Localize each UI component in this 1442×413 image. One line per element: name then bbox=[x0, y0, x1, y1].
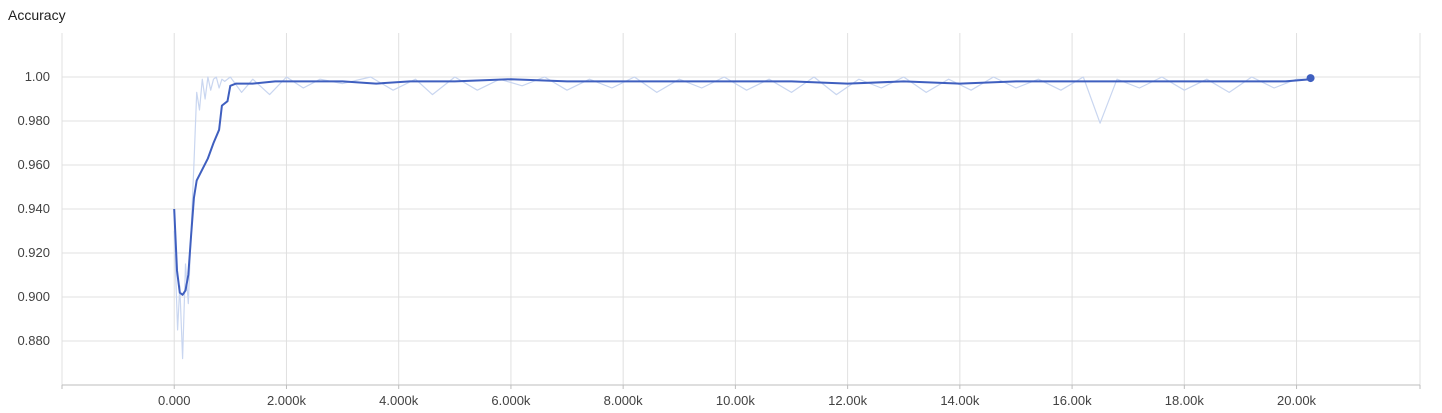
y-tick-label: 0.920 bbox=[17, 245, 50, 260]
x-tick-label: 12.00k bbox=[828, 393, 868, 408]
series-smoothed-line bbox=[173, 78, 1311, 296]
y-tick-label: 1.00 bbox=[25, 69, 50, 84]
chart-title: Accuracy bbox=[8, 7, 66, 23]
x-tick-label: 8.000k bbox=[604, 393, 644, 408]
x-tick-label: 10.00k bbox=[716, 393, 756, 408]
x-tick-label: 2.000k bbox=[267, 393, 307, 408]
y-tick-label: 0.960 bbox=[17, 157, 50, 172]
series-last-point-marker bbox=[1306, 74, 1315, 83]
x-tick-label: 4.000k bbox=[379, 393, 419, 408]
x-tick-label: 20.00k bbox=[1277, 393, 1317, 408]
y-tick-label: 0.980 bbox=[17, 113, 50, 128]
y-tick-label: 0.940 bbox=[17, 201, 50, 216]
x-tick-label: 18.00k bbox=[1165, 393, 1205, 408]
x-tick-label: 16.00k bbox=[1053, 393, 1093, 408]
series-raw-line bbox=[173, 76, 1311, 360]
x-tick-label: 14.00k bbox=[940, 393, 980, 408]
x-tick-label: 0.000 bbox=[158, 393, 191, 408]
y-tick-label: 0.900 bbox=[17, 289, 50, 304]
y-tick-label: 0.880 bbox=[17, 333, 50, 348]
x-tick-label: 6.000k bbox=[491, 393, 531, 408]
